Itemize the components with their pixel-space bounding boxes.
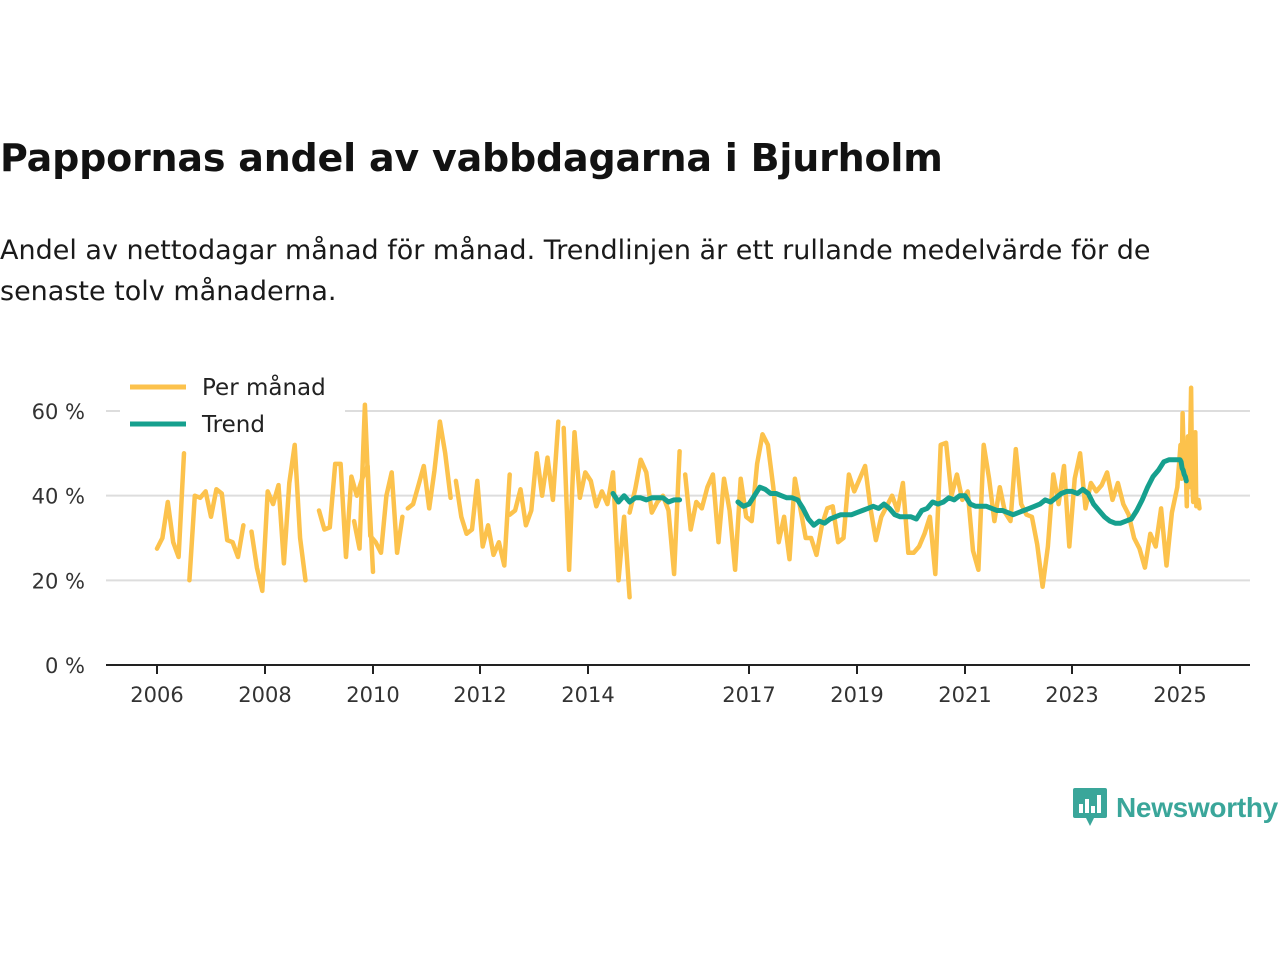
series-per-manad-segment-1 [187,487,246,583]
series-per-manad-segment-6 [453,472,512,568]
y-tick-label-40: 40 % [32,485,85,509]
y-tick-label-0: 0 % [45,654,85,678]
series-per-manad-segment-4 [351,402,405,556]
x-tick-label-2010: 2010 [346,683,399,707]
chart-subtitle: Andel av nettodagar månad för månad. Tre… [0,235,1151,307]
legend-background [120,370,345,440]
series-per-manad-segment-9 [627,448,682,577]
x-tick-label-2019: 2019 [830,683,883,707]
legend-label-per-manad: Per månad [202,373,326,401]
x-tick-label-2006: 2006 [130,683,183,707]
x-tick-label-2012: 2012 [453,683,506,707]
x-tick-label-2008: 2008 [238,683,291,707]
series-per-manad-segment-8 [561,425,632,600]
newsworthy-logo: Newsworthy [1072,786,1278,830]
series-lines [154,385,1202,600]
series-per-manad-segment-2 [249,442,308,594]
x-tick-label-2017: 2017 [722,683,775,707]
series-per-manad-segment-7 [507,419,561,528]
series-per-manad-segment-0 [154,451,187,560]
chart-title: Pappornas andel av vabbdagarna i Bjurhol… [0,136,943,180]
series-per-manad-segment-5 [405,419,453,511]
series-trend-segment-0 [610,491,683,505]
x-tick-label-2025: 2025 [1153,683,1206,707]
x-tick-label-2014: 2014 [561,683,614,707]
y-tick-label-60: 60 % [32,400,85,424]
x-tick-label-2023: 2023 [1045,683,1098,707]
legend: Per månad Trend [120,370,345,440]
y-tick-label-20: 20 % [32,569,85,593]
x-tick-label-2021: 2021 [938,683,991,707]
series-per-manad-segment-3 [316,461,376,575]
axes: 0 % 20 % 40 % 60 % 2006 2008 2010 2012 2014 2017 2… [32,400,1250,707]
legend-label-trend: Trend [201,412,265,438]
newsworthy-chart-icon [1073,788,1107,826]
series-trend-segment-1 [735,457,1189,528]
newsworthy-logo-text: Newsworthy [1116,792,1278,823]
